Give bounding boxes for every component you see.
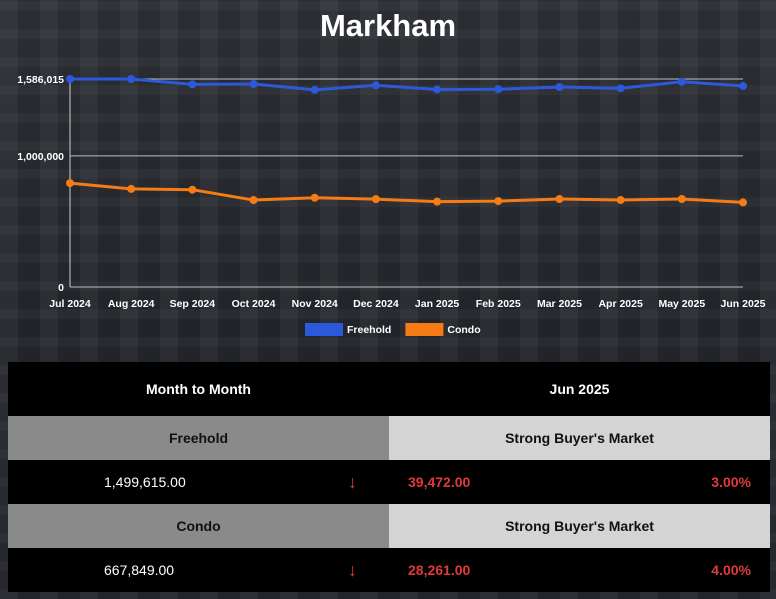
data-point [371, 195, 380, 204]
data-point [127, 184, 136, 193]
condo-change: 28,261.00 [408, 562, 471, 578]
freehold-change: 39,472.00 [408, 474, 471, 490]
legend-swatch [305, 323, 343, 336]
data-point [66, 75, 74, 83]
condo-price: 667,849.00 [104, 562, 175, 578]
data-point [249, 196, 258, 205]
freehold-values-row: 1,499,615.00 ↓ 39,472.00 3.00% [8, 460, 770, 504]
data-point [433, 85, 442, 94]
x-tick-label: Jun 2025 [721, 298, 766, 310]
header-month-to-month: Month to Month [146, 381, 251, 397]
x-tick-label: Nov 2024 [292, 298, 338, 310]
y-tick-label: 1,586,015 [17, 74, 64, 86]
data-point [249, 79, 258, 88]
data-point [677, 195, 686, 204]
x-tick-label: Sep 2024 [170, 298, 216, 310]
legend-swatch [405, 323, 444, 336]
data-point [310, 193, 319, 202]
series-line-condo [69, 181, 744, 204]
chart-title: Markham [319, 8, 457, 43]
data-point [66, 179, 74, 188]
x-tick-label: Oct 2024 [232, 298, 276, 310]
series-line-freehold [70, 77, 744, 92]
data-point [188, 185, 197, 194]
data-point [494, 85, 503, 94]
down-arrow-icon: ↓ [348, 559, 357, 580]
line-chart: 0 1,000,000 1,586,015 Jul 2024 Aug 2024 Sep … [17, 74, 766, 336]
header-date: Jun 2025 [549, 381, 610, 397]
data-point [616, 84, 625, 93]
summary-table: Month to Month Jun 2025 Freehold Strong … [8, 362, 770, 592]
data-point [433, 197, 442, 206]
data-point [677, 77, 686, 86]
y-tick-label: 1,000,000 [17, 151, 64, 163]
data-point [127, 75, 136, 83]
freehold-percent: 3.00% [711, 474, 751, 490]
y-tick-label: 0 [58, 282, 64, 294]
data-point [371, 81, 380, 90]
x-tick-label: Jul 2024 [49, 298, 91, 310]
freehold-label: Freehold [8, 416, 389, 460]
condo-market: Strong Buyer's Market [389, 504, 770, 548]
legend-label: Freehold [347, 324, 391, 336]
x-tick-label: Mar 2025 [537, 298, 582, 310]
condo-header-row: Condo Strong Buyer's Market [8, 504, 770, 548]
freehold-price: 1,499,615.00 [104, 474, 186, 490]
data-point [494, 197, 503, 206]
x-tick-label: Aug 2024 [108, 298, 155, 310]
freehold-market: Strong Buyer's Market [389, 416, 770, 460]
legend-label: Condo [447, 324, 480, 336]
data-point [555, 195, 564, 204]
x-tick-label: Dec 2024 [353, 298, 399, 310]
condo-values-row: 667,849.00 ↓ 28,261.00 4.00% [8, 548, 770, 592]
data-point [616, 196, 625, 205]
x-tick-label: Apr 2025 [598, 298, 643, 310]
condo-percent: 4.00% [711, 562, 751, 578]
table-header: Month to Month Jun 2025 [8, 362, 770, 416]
data-point [310, 85, 319, 94]
data-point [739, 81, 747, 90]
x-tick-label: May 2025 [658, 298, 705, 310]
freehold-header-row: Freehold Strong Buyer's Market [8, 416, 770, 460]
x-tick-label: Jan 2025 [415, 298, 460, 310]
x-tick-label: Feb 2025 [476, 298, 521, 310]
data-point [739, 198, 747, 207]
data-point [555, 83, 564, 92]
down-arrow-icon: ↓ [348, 471, 357, 492]
data-point [188, 80, 197, 89]
condo-label: Condo [8, 504, 389, 548]
